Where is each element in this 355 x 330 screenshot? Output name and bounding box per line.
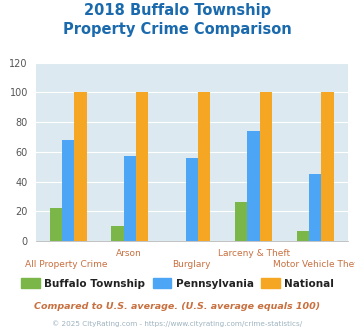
Bar (198, 92, 210, 241)
Text: Arson: Arson (116, 249, 142, 258)
Text: All Property Crime: All Property Crime (26, 260, 108, 269)
Bar (62, 140, 75, 241)
Bar (136, 92, 148, 241)
Bar (124, 156, 136, 241)
Text: Burglary: Burglary (173, 260, 211, 269)
Bar (50, 208, 62, 241)
Text: Larceny & Theft: Larceny & Theft (218, 249, 290, 258)
Text: 2018 Buffalo Township
Property Crime Comparison: 2018 Buffalo Township Property Crime Com… (63, 3, 292, 37)
Bar (247, 131, 260, 241)
Legend: Buffalo Township, Pennsylvania, National: Buffalo Township, Pennsylvania, National (17, 274, 338, 293)
Bar (75, 92, 87, 241)
Bar (309, 174, 321, 241)
Text: Compared to U.S. average. (U.S. average equals 100): Compared to U.S. average. (U.S. average … (34, 302, 321, 311)
Text: Motor Vehicle Theft: Motor Vehicle Theft (273, 260, 355, 269)
Bar (321, 92, 334, 241)
Text: © 2025 CityRating.com - https://www.cityrating.com/crime-statistics/: © 2025 CityRating.com - https://www.city… (53, 321, 302, 327)
Bar (235, 202, 247, 241)
Bar (186, 158, 198, 241)
Bar (111, 226, 124, 241)
Bar (297, 230, 309, 241)
Bar (260, 92, 272, 241)
